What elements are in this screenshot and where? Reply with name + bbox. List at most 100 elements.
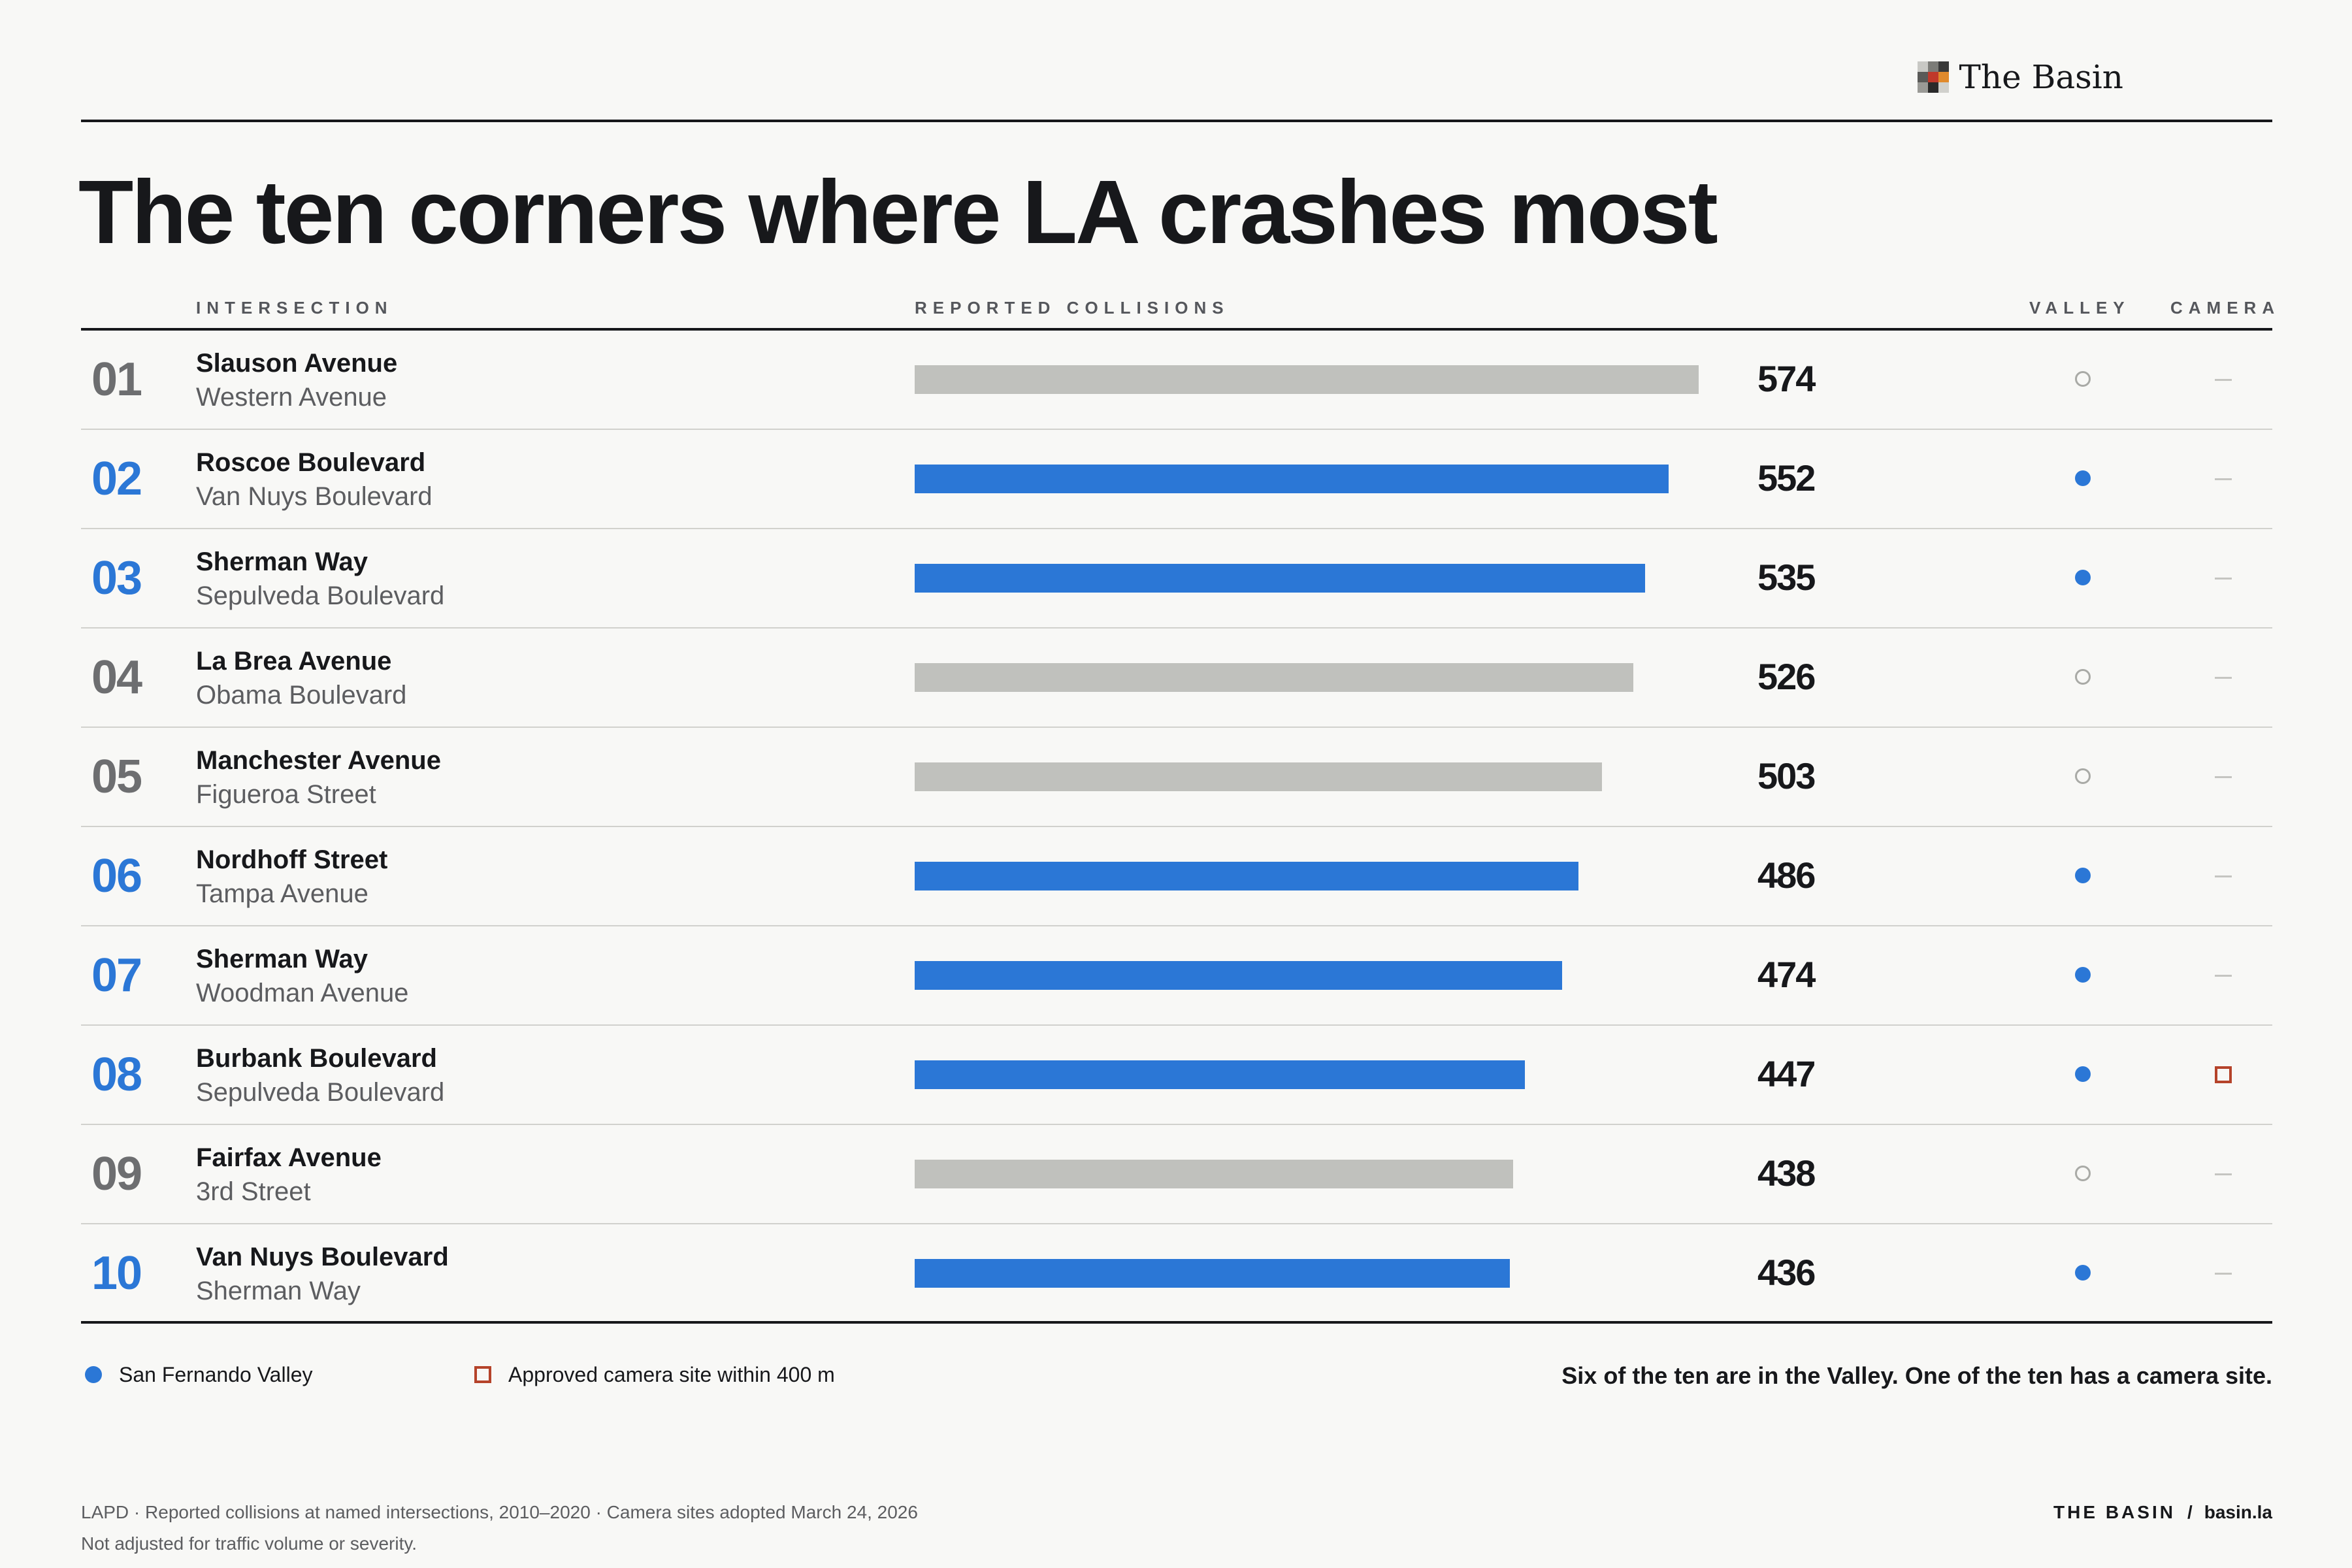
camera-none-dash-icon — [2215, 776, 2232, 778]
rank-label: 04 — [91, 651, 142, 704]
camera-none-dash-icon — [2215, 1273, 2232, 1275]
cross-street: Sepulveda Boulevard — [196, 1078, 445, 1107]
rank-label: 03 — [91, 552, 142, 604]
table-row: 01 Slauson Avenue Western Avenue 574 — [81, 331, 2272, 430]
collision-value: 436 — [1757, 1252, 1816, 1293]
rank-label: 01 — [91, 353, 142, 406]
camera-none-dash-icon — [2215, 578, 2232, 580]
valley-dot-icon — [2075, 470, 2091, 486]
collision-value: 447 — [1757, 1053, 1816, 1094]
table-row: 09 Fairfax Avenue 3rd Street 438 — [81, 1125, 2272, 1224]
column-header-camera: CAMERA — [2170, 298, 2281, 318]
collision-value: 526 — [1757, 656, 1816, 697]
chart-title: The ten corners where LA crashes most — [78, 162, 1718, 263]
cross-street: 3rd Street — [196, 1177, 311, 1206]
brand-name: The Basin — [1959, 58, 2123, 96]
collision-value: 474 — [1757, 954, 1816, 995]
collision-value: 503 — [1757, 755, 1816, 796]
cross-street: Tampa Avenue — [196, 879, 368, 908]
primary-street: Slauson Avenue — [196, 349, 398, 378]
valley-dot-icon — [2075, 868, 2091, 883]
cross-street: Western Avenue — [196, 383, 387, 412]
rank-label: 05 — [91, 751, 142, 803]
collision-bar — [915, 1160, 1513, 1188]
rank-label: 09 — [91, 1148, 142, 1200]
footer-separator: / — [2187, 1502, 2193, 1522]
footer-brand: THE BASIN / basin.la — [2053, 1501, 2272, 1524]
collision-bar — [915, 1060, 1525, 1089]
camera-none-dash-icon — [2215, 1173, 2232, 1175]
table-row: 02 Roscoe Boulevard Van Nuys Boulevard 552 — [81, 430, 2272, 529]
table-row: 06 Nordhoff Street Tampa Avenue 486 — [81, 827, 2272, 926]
header-rule — [81, 328, 2272, 331]
rank-label: 02 — [91, 453, 142, 505]
column-header-collisions: REPORTED COLLISIONS — [915, 298, 1230, 318]
primary-street: Sherman Way — [196, 547, 368, 576]
rank-label: 07 — [91, 949, 142, 1002]
table-row: 07 Sherman Way Woodman Avenue 474 — [81, 926, 2272, 1026]
valley-empty-circle-icon — [2075, 371, 2091, 387]
collision-bar — [915, 762, 1602, 791]
cross-street: Woodman Avenue — [196, 979, 409, 1007]
footer-site-link[interactable]: basin.la — [2204, 1502, 2272, 1522]
collision-bar — [915, 961, 1562, 990]
legend-camera-square-icon — [474, 1366, 491, 1383]
rank-label: 10 — [91, 1247, 142, 1299]
valley-empty-circle-icon — [2075, 1166, 2091, 1181]
logo-tile-8 — [1927, 82, 1938, 93]
valley-dot-icon — [2075, 1066, 2091, 1082]
cross-street: Van Nuys Boulevard — [196, 482, 433, 511]
table-row: 05 Manchester Avenue Figueroa Street 503 — [81, 728, 2272, 827]
primary-street: Fairfax Avenue — [196, 1143, 382, 1172]
logo-tile-4 — [1917, 72, 1928, 82]
cross-street: Obama Boulevard — [196, 681, 407, 710]
valley-dot-icon — [2075, 967, 2091, 983]
collision-value: 486 — [1757, 855, 1816, 896]
collision-bar — [915, 663, 1633, 692]
valley-empty-circle-icon — [2075, 768, 2091, 784]
collision-bar — [915, 862, 1578, 890]
primary-street: Manchester Avenue — [196, 746, 441, 775]
primary-street: Burbank Boulevard — [196, 1044, 437, 1073]
rank-label: 06 — [91, 850, 142, 902]
collision-bar — [915, 465, 1669, 493]
primary-street: Van Nuys Boulevard — [196, 1243, 449, 1271]
table-row: 08 Burbank Boulevard Sepulveda Boulevard 44… — [81, 1026, 2272, 1125]
legend-valley: San Fernando Valley — [85, 1362, 312, 1388]
camera-none-dash-icon — [2215, 379, 2232, 381]
logo-mark-icon — [1917, 61, 1949, 93]
cross-street: Figueroa Street — [196, 780, 376, 809]
camera-none-dash-icon — [2215, 677, 2232, 679]
cross-street: Sepulveda Boulevard — [196, 581, 445, 610]
camera-site-square-icon — [2215, 1066, 2232, 1083]
logo-tile-5 — [1927, 72, 1938, 82]
legend-camera-label: Approved camera site within 400 m — [508, 1363, 835, 1386]
collision-value: 438 — [1757, 1152, 1816, 1194]
collision-value: 535 — [1757, 557, 1816, 598]
camera-none-dash-icon — [2215, 875, 2232, 877]
table-row: 04 La Brea Avenue Obama Boulevard 526 — [81, 629, 2272, 728]
column-header-valley: VALLEY — [2029, 298, 2131, 318]
collision-bar — [915, 365, 1699, 394]
top-rule — [81, 120, 2272, 122]
source-note: LAPD · Reported collisions at named inte… — [81, 1502, 918, 1522]
table-row: 03 Sherman Way Sepulveda Boulevard 535 — [81, 529, 2272, 629]
source-note-caveat: Not adjusted for traffic volume or sever… — [81, 1533, 417, 1554]
logo-tile-2 — [1927, 61, 1938, 72]
logo-tile-3 — [1938, 61, 1949, 72]
collision-bar — [915, 564, 1645, 593]
primary-street: Nordhoff Street — [196, 845, 388, 874]
chart-rows: 01 Slauson Avenue Western Avenue 574 02 Rosco… — [81, 331, 2272, 1322]
collision-bar — [915, 1259, 1510, 1288]
primary-street: Roscoe Boulevard — [196, 448, 426, 477]
collision-value: 574 — [1757, 358, 1816, 399]
table-row: 10 Van Nuys Boulevard Sherman Way 436 — [81, 1224, 2272, 1322]
cross-street: Sherman Way — [196, 1277, 361, 1305]
rank-label: 08 — [91, 1049, 142, 1101]
takeaway-note: Six of the ten are in the Valley. One of… — [1561, 1362, 2272, 1389]
collision-value: 552 — [1757, 457, 1816, 498]
brand-logo: The Basin — [1917, 56, 2123, 98]
camera-none-dash-icon — [2215, 478, 2232, 480]
legend-camera: Approved camera site within 400 m — [474, 1362, 835, 1388]
logo-tile-9 — [1938, 82, 1949, 93]
